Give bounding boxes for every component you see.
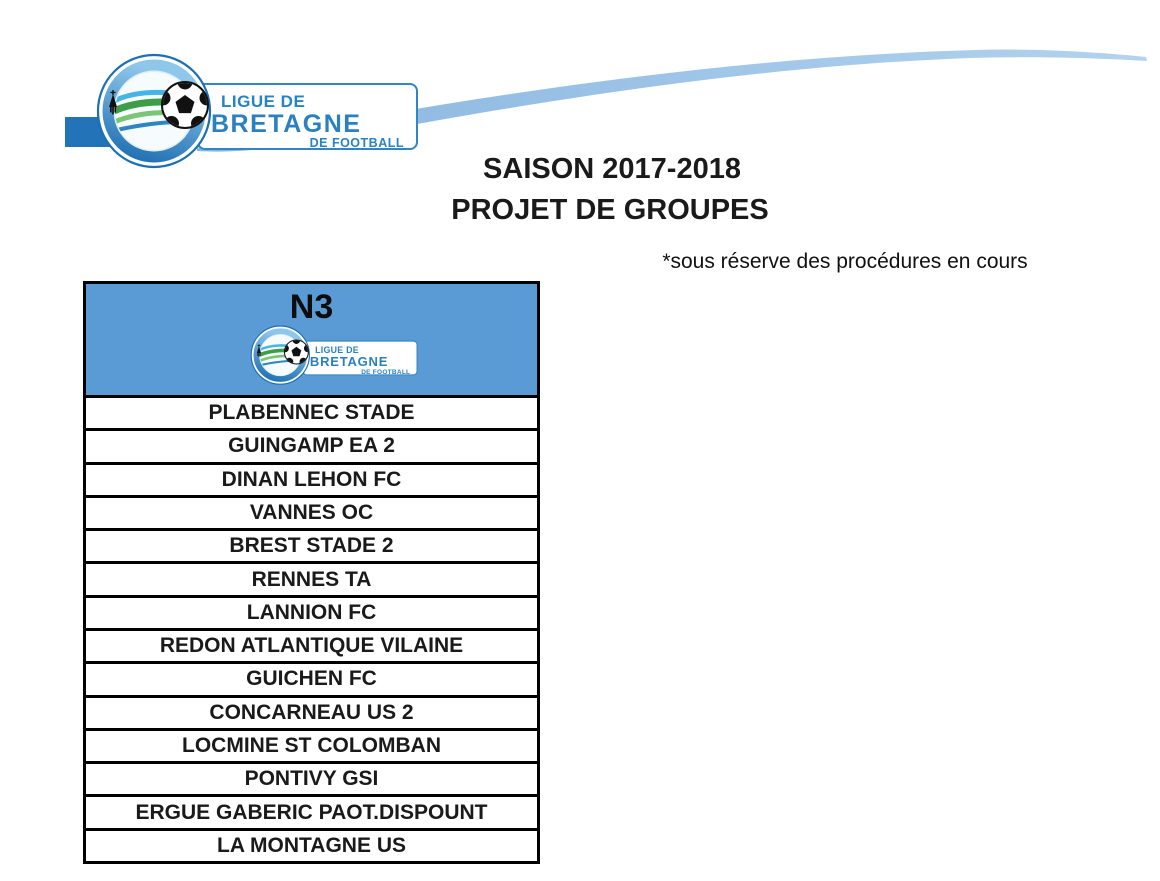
team-row: GUINGAMP EA 2 [86,428,537,462]
team-row: PONTIVY GSI [86,761,537,795]
logo-line1: LIGUE DE [315,345,359,356]
logo-line2: BRETAGNE [309,354,389,370]
logo-line2: BRETAGNE [211,110,362,138]
team-row: PLABENNEC STADE [86,398,537,429]
group-label: N3 [289,288,334,326]
team-row: VANNES OC [86,494,537,529]
team-row: LA MONTAGNE US [86,827,537,861]
logo-text-box: LIGUE DE BRETAGNE DE FOOTBALL [302,340,418,376]
project-title: PROJET DE GROUPES [451,194,769,226]
lbf-emblem-icon [250,324,311,385]
logo-line3: DE FOOTBALL [361,368,411,376]
lbf-logo: LIGUE DE BRETAGNE DE FOOTBALL [65,55,430,167]
team-row: REDON ATLANTIQUE VILAINE [86,627,537,662]
group-table-header: N3 LIGUE DE BRETAGNE DE FOOTBALL [86,284,537,398]
reserve-note: *sous réserve des procédures en cours [662,250,1028,273]
team-row: LOCMINE ST COLOMBAN [86,727,537,762]
logo-text-box: LIGUE DE BRETAGNE DE FOOTBALL [197,83,418,150]
team-row: LANNION FC [86,594,537,628]
logo-line1: LIGUE DE [221,92,306,111]
team-row: ERGUE GABERIC PAOT.DISPOUNT [86,794,537,828]
lbf-logo-small: LIGUE DE BRETAGNE DE FOOTBALL [234,326,426,386]
team-row: GUICHEN FC [86,661,537,695]
team-row: BREST STADE 2 [86,528,537,562]
team-list: PLABENNEC STADE GUINGAMP EA 2 DINAN LEHON … [86,398,537,861]
lbf-emblem-icon [95,52,213,170]
team-row: RENNES TA [86,561,537,595]
season-title: SAISON 2017-2018 [483,153,741,185]
team-row: DINAN LEHON FC [86,461,537,495]
logo-line3: DE FOOTBALL [309,136,404,150]
team-row: CONCARNEAU US 2 [86,694,537,728]
group-table: N3 LIGUE DE BRETAGNE DE FOOTBALL PLABENN… [83,281,540,864]
